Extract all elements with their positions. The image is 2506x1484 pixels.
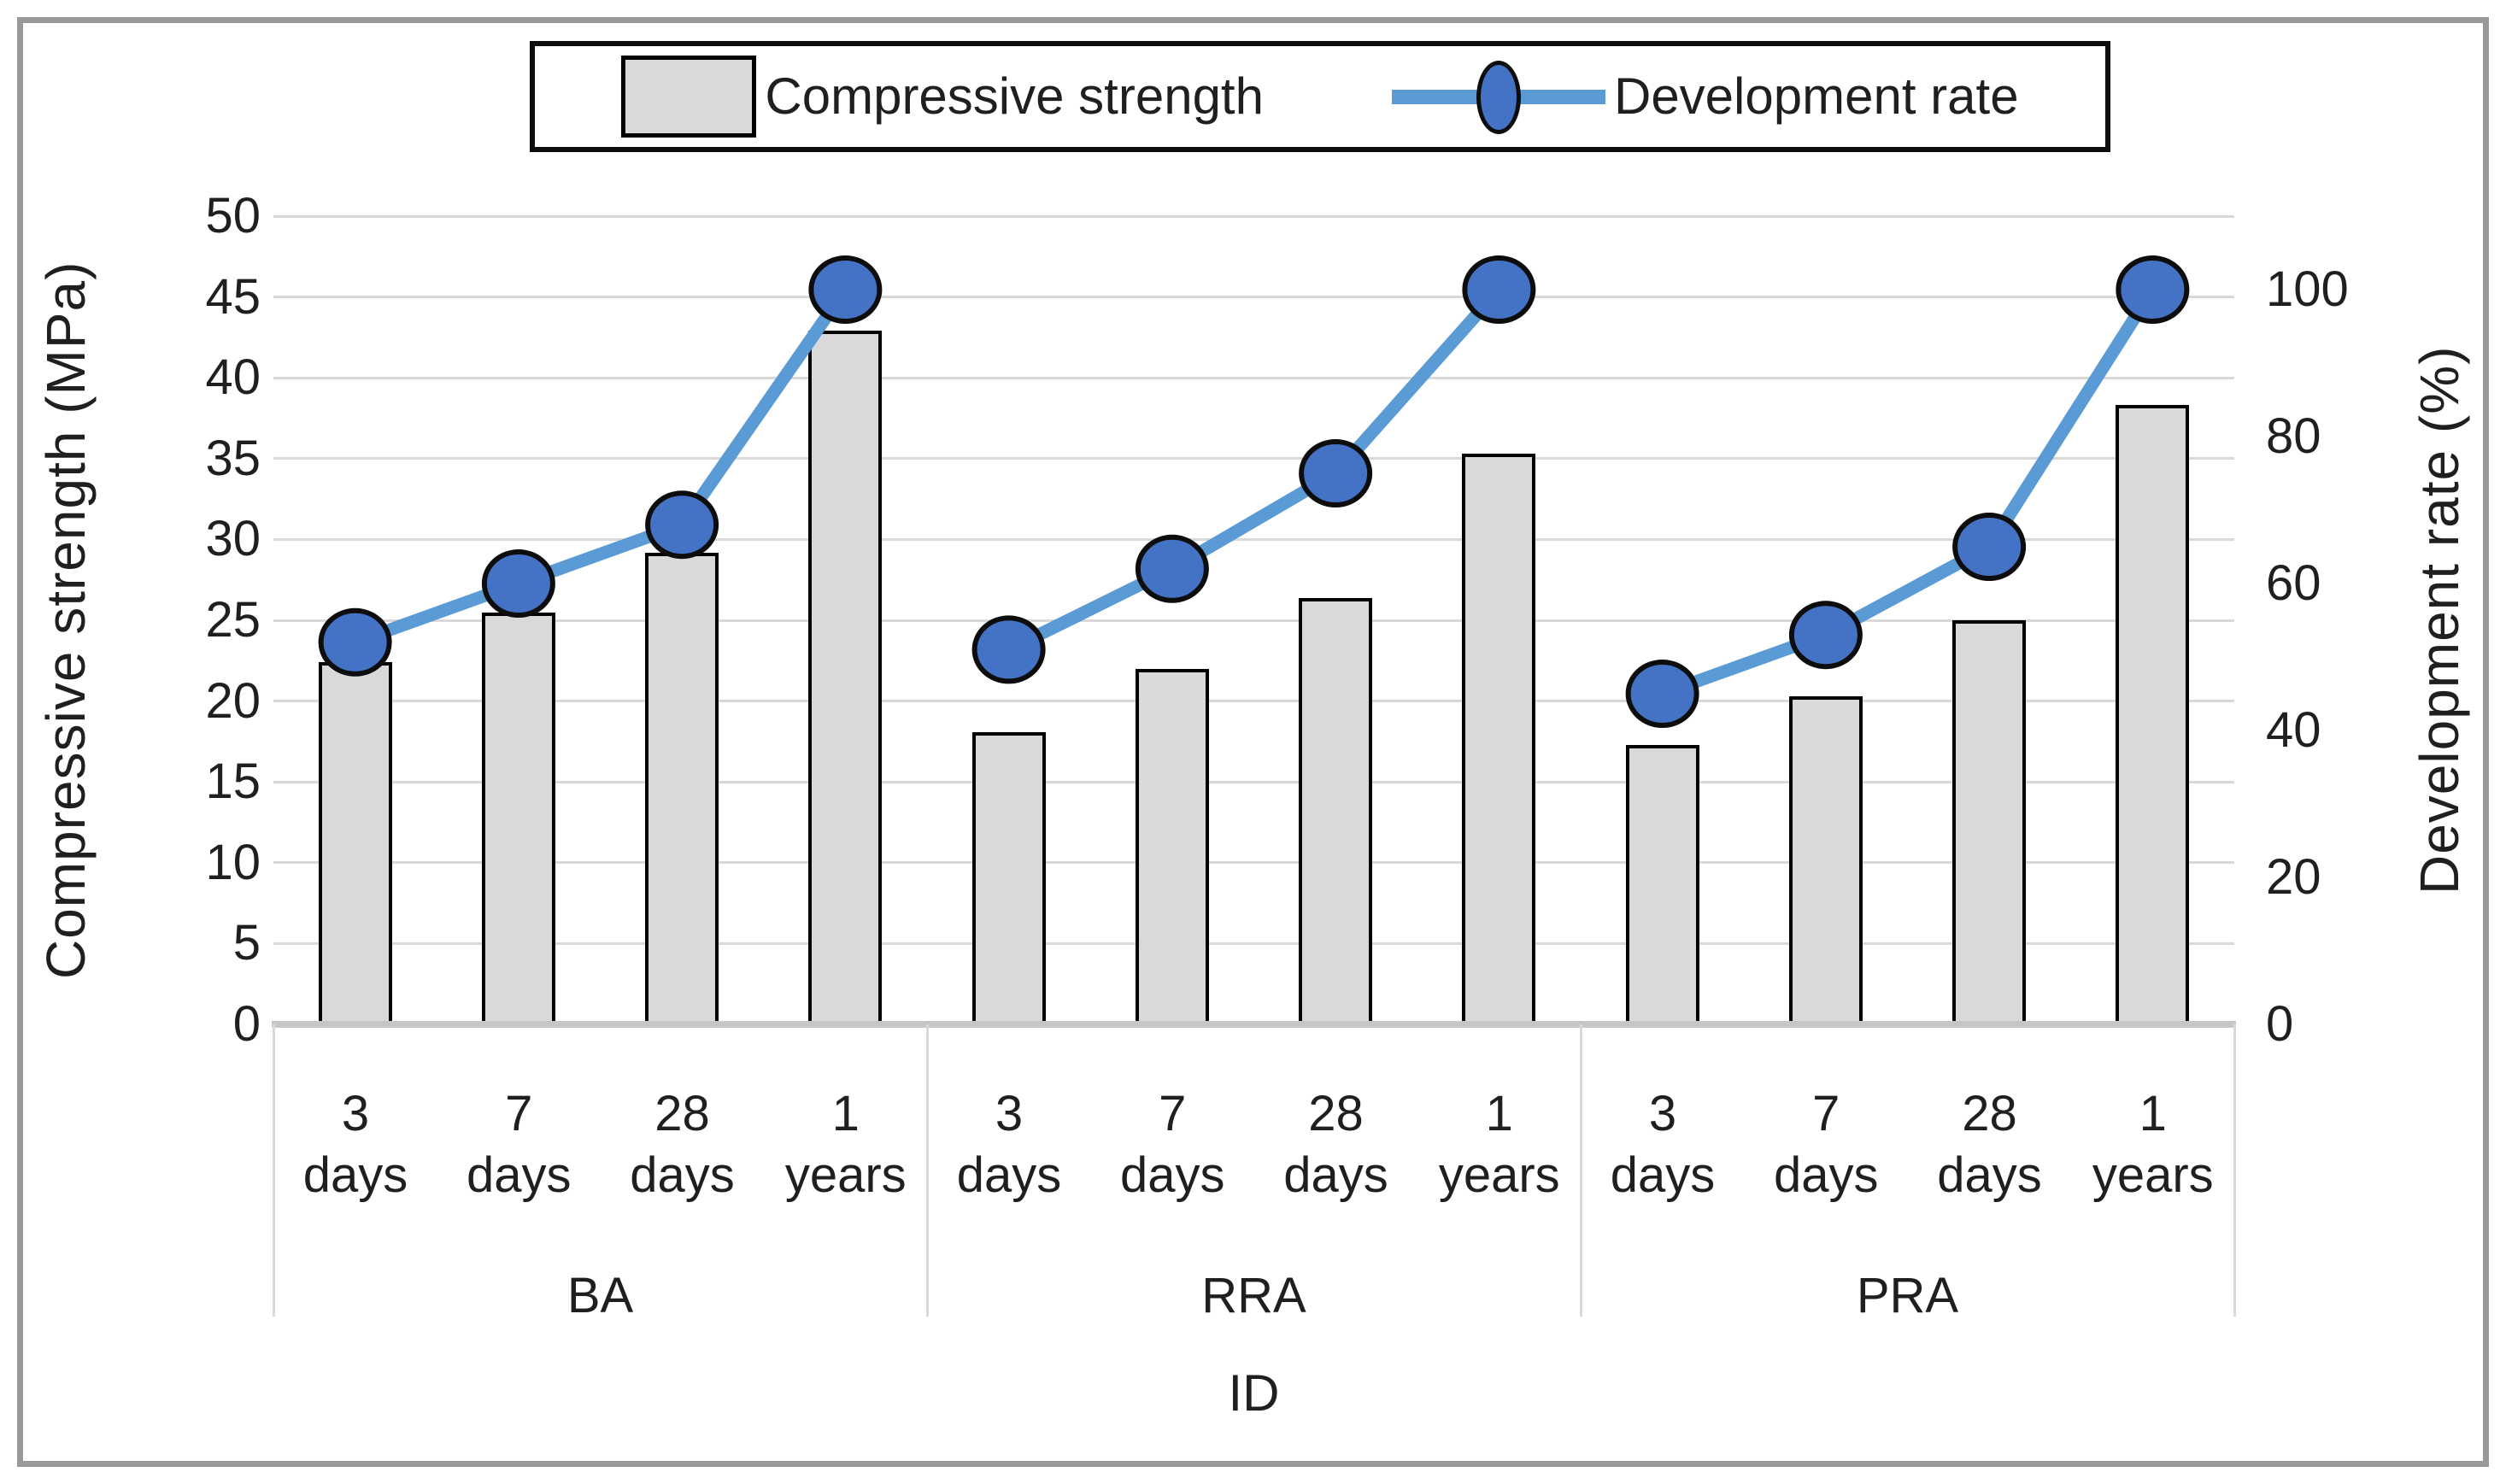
- left-tick-label: 0: [232, 996, 261, 1052]
- category-label: 3 days: [302, 1086, 408, 1203]
- gridline: [273, 457, 2234, 460]
- right-tick-label: 60: [2266, 555, 2321, 611]
- category-group-separator: [2233, 1024, 2236, 1317]
- bar: [1135, 668, 1209, 1024]
- marker-swatch: [1476, 61, 1521, 134]
- legend-item-compressive-strength: Compressive strength: [621, 56, 1264, 138]
- category-label: 28 days: [1283, 1086, 1388, 1203]
- left-tick-label: 5: [232, 915, 261, 971]
- category-label: 28 days: [1937, 1086, 2042, 1203]
- line-series-layer: [318, 255, 2190, 728]
- category-group-separator: [1580, 1024, 1582, 1317]
- left-tick-label: 45: [205, 268, 261, 325]
- left-tick-label: 40: [205, 349, 261, 406]
- left-tick-label: 35: [205, 430, 261, 486]
- x-axis-title: ID: [1228, 1364, 1280, 1422]
- right-tick-label: 100: [2266, 261, 2349, 317]
- plot-area: [273, 214, 2234, 1024]
- bar: [2116, 405, 2190, 1024]
- gridline: [273, 376, 2234, 379]
- bar-swatch-icon: [621, 56, 757, 138]
- data-point-marker: [1299, 439, 1373, 507]
- gridline: [273, 941, 2234, 945]
- data-point-marker: [1788, 601, 1863, 670]
- data-point-marker: [808, 255, 883, 324]
- right-tick-label: 40: [2266, 702, 2321, 758]
- left-tick-label: 15: [205, 754, 261, 810]
- category-label: 7 days: [466, 1086, 572, 1203]
- bar: [318, 662, 392, 1024]
- bar: [1952, 620, 2027, 1024]
- gridline: [273, 214, 2234, 218]
- line-series-BA: [349, 283, 852, 649]
- category-label: 1 years: [1438, 1086, 1560, 1203]
- line-marker-swatch-icon: [1391, 54, 1605, 139]
- data-point-marker: [318, 607, 392, 677]
- data-point-marker: [1135, 534, 1209, 603]
- right-tick-label: 0: [2266, 996, 2294, 1052]
- category-label: 1 years: [2092, 1086, 2214, 1203]
- gridline: [273, 861, 2234, 865]
- data-point-marker: [1462, 255, 1536, 324]
- x-axis-line: [272, 1021, 2236, 1028]
- category-label: 28 days: [630, 1086, 735, 1203]
- right-tick-label: 80: [2266, 408, 2321, 464]
- legend-item-development-rate: Development rate: [1391, 54, 2019, 139]
- data-point-marker: [481, 549, 555, 618]
- data-point-marker: [971, 615, 1046, 684]
- gridline: [273, 700, 2234, 703]
- legend-label: Development rate: [1613, 67, 2019, 125]
- category-label: 7 days: [1119, 1086, 1225, 1203]
- group-label-RRA: RRA: [1201, 1268, 1306, 1323]
- data-point-marker: [1625, 660, 1699, 728]
- chart-outer-frame: [17, 17, 2489, 1467]
- data-point-marker: [1952, 513, 2027, 581]
- bar: [1299, 597, 1373, 1024]
- category-label: 7 days: [1773, 1086, 1879, 1203]
- data-point-marker: [2116, 255, 2190, 324]
- right-tick-label: 20: [2266, 849, 2321, 905]
- legend-box: Compressive strength Development rate: [530, 41, 2110, 152]
- legend-label: Compressive strength: [765, 67, 1264, 125]
- left-axis-title: Compressive strength (MPa): [35, 261, 97, 980]
- group-label-PRA: PRA: [1856, 1268, 1959, 1323]
- line-series-PRA: [1656, 283, 2159, 701]
- gridline: [273, 619, 2234, 622]
- bar: [1462, 454, 1536, 1024]
- gridline: [273, 780, 2234, 783]
- category-label: 1 years: [784, 1086, 907, 1203]
- left-tick-label: 30: [205, 511, 261, 567]
- left-tick-label: 50: [205, 188, 261, 243]
- gridline: [273, 537, 2234, 541]
- category-label: 3 days: [1610, 1086, 1716, 1203]
- category-label: 3 days: [956, 1086, 1062, 1203]
- bar: [1788, 695, 1863, 1024]
- data-point-marker: [645, 490, 719, 560]
- bar: [1625, 744, 1699, 1024]
- left-tick-label: 25: [205, 592, 261, 648]
- group-label-BA: BA: [566, 1268, 634, 1323]
- left-tick-label: 10: [205, 834, 261, 890]
- bar: [808, 331, 883, 1024]
- category-group-separator: [273, 1024, 275, 1317]
- category-group-separator: [926, 1024, 929, 1317]
- gridline: [273, 296, 2234, 299]
- line-series-RRA: [1002, 283, 1505, 656]
- left-tick-label: 20: [205, 672, 261, 729]
- bar: [971, 731, 1046, 1024]
